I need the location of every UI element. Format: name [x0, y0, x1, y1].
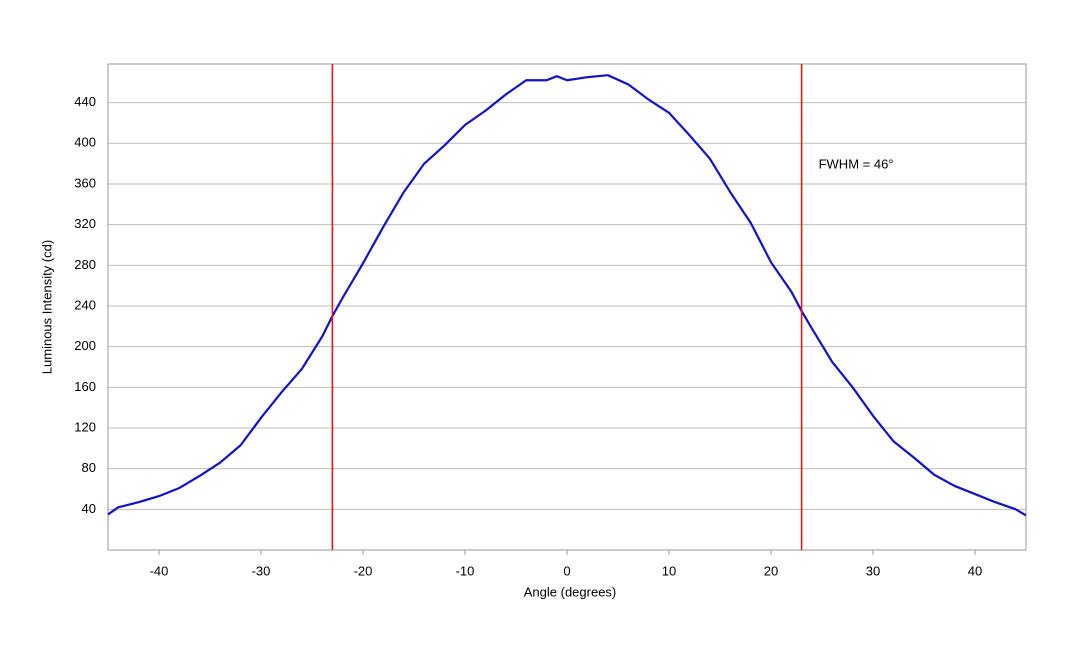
- x-tick-label: -10: [456, 563, 475, 578]
- y-axis-label: Luminous Intensity (cd): [39, 240, 54, 374]
- y-tick-label: 400: [74, 135, 96, 150]
- y-tick-label: 120: [74, 419, 96, 434]
- y-tick-label: 280: [74, 257, 96, 272]
- y-tick-label: 240: [74, 297, 96, 312]
- y-tick-label: 160: [74, 379, 96, 394]
- x-tick-label: -30: [252, 563, 271, 578]
- x-tick-label: 30: [866, 563, 880, 578]
- x-tick-label: 40: [968, 563, 982, 578]
- x-tick-label: 0: [563, 563, 570, 578]
- x-tick-label: 20: [764, 563, 778, 578]
- plot-frame: [107, 63, 1027, 551]
- y-tick-label: 200: [74, 338, 96, 353]
- data-line: [107, 74, 1027, 517]
- x-tick-label: -20: [354, 563, 373, 578]
- x-axis-label: Angle (degrees): [524, 584, 617, 599]
- y-tick-label: 440: [74, 94, 96, 109]
- y-tick-label: 40: [82, 501, 96, 516]
- x-tick-label: 10: [662, 563, 676, 578]
- y-tick-label: 360: [74, 175, 96, 190]
- y-tick-label: 320: [74, 216, 96, 231]
- x-tick-label: -40: [150, 563, 169, 578]
- y-tick-label: 80: [82, 460, 96, 475]
- annotation: FWHM = 46°: [819, 156, 894, 171]
